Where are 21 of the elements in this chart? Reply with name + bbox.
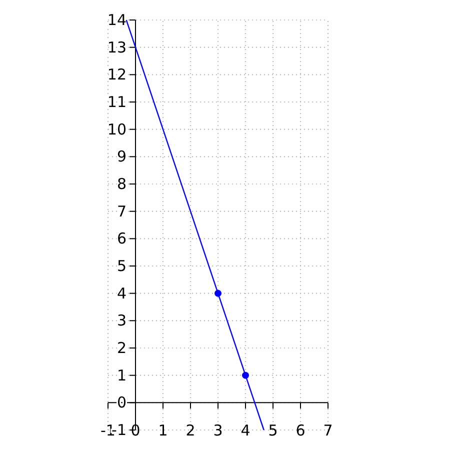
x-tick-label: 5 [268,422,278,440]
y-tick-label: 5 [116,257,126,275]
y-tick-label: 12 [107,66,126,84]
x-tick-label: 2 [186,422,196,440]
x-tick-label: 6 [296,422,306,440]
y-tick-label: 14 [107,11,126,29]
x-tick-label: 1 [158,422,168,440]
y-tick-label: 7 [116,202,126,220]
y-tick-label: 4 [116,284,126,302]
y-tick-label: 10 [107,120,126,138]
y-tick-label: 8 [116,175,126,193]
x-tick-label: 4 [240,422,250,440]
y-tick-label: 1 [116,366,126,384]
y-tick-label: 3 [116,312,126,330]
x-tick-label: 7 [323,422,333,440]
y-tick-label: 9 [116,148,126,166]
y-tick-label: 2 [116,339,126,357]
x-tick-label: 3 [213,422,223,440]
y-tick-label: 13 [107,38,126,56]
y-tick-label: 6 [116,230,126,248]
y-tick-label: 11 [107,93,126,111]
